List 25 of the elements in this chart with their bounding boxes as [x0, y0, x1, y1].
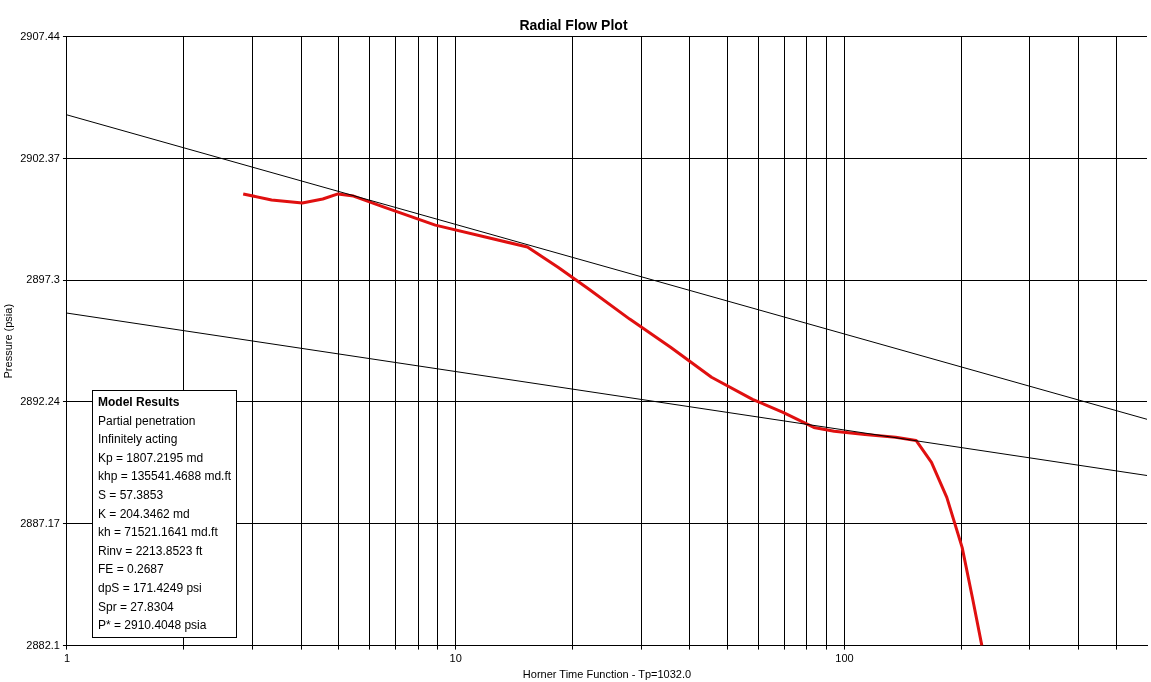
annotation: kh = 71521.1641 md.ft [98, 524, 219, 542]
chart-title: Radial Flow Plot [519, 17, 628, 34]
annotation: Partial penetration [98, 412, 197, 430]
x-axis-title: Horner Time Function - Tp=1032.0 [522, 668, 692, 681]
y-tick-label: 2887.17 [20, 516, 60, 529]
x-tick-label: 10 [449, 652, 462, 665]
x-tick-label: 1 [63, 652, 71, 665]
y-axis-title: Pressure (psia) [1, 303, 14, 379]
annotation: Infinitely acting [98, 431, 179, 449]
annotation: K = 204.3462 md [98, 505, 191, 523]
y-tick-label: 2907.44 [20, 29, 60, 42]
y-tick-label: 2897.3 [26, 273, 60, 286]
y-tick-label: 2902.37 [20, 151, 60, 164]
annotation: Rinv = 2213.8523 ft [98, 542, 204, 560]
annotation: Kp = 1807.2195 md [98, 449, 205, 467]
annotation: dpS = 171.4249 psi [98, 579, 203, 597]
annotation: khp = 135541.4688 md.ft [98, 468, 232, 486]
annotation: Model Results [98, 394, 181, 411]
annotation: P* = 2910.4048 psia [98, 617, 208, 635]
y-tick-label: 2892.24 [20, 395, 60, 408]
annotation: S = 57.3853 [98, 486, 165, 504]
annotation: FE = 0.2687 [98, 561, 165, 579]
x-tick-label: 100 [835, 652, 854, 665]
annotation: Spr = 27.8304 [98, 598, 175, 616]
y-tick-label: 2882.1 [26, 638, 60, 651]
